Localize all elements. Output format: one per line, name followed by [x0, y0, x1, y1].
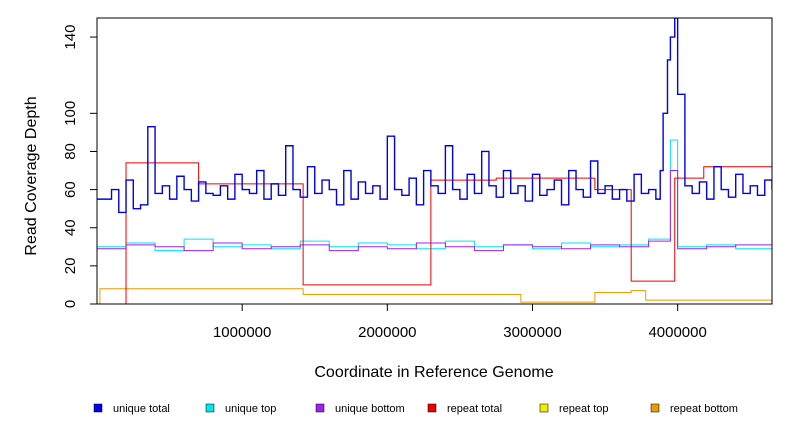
legend-swatch-repeat-top	[539, 403, 549, 413]
y-tick-label: 40	[62, 219, 79, 236]
y-tick-label: 0	[62, 300, 79, 308]
series-line-repeat-bottom	[97, 288, 772, 304]
y-tick-label: 60	[62, 181, 79, 198]
legend-swatch-unique-bottom	[315, 403, 325, 413]
legend-label: repeat total	[447, 403, 502, 415]
legend-label: unique top	[225, 403, 276, 415]
series-line-unique-bottom	[97, 170, 772, 252]
series-line-repeat-total	[97, 162, 772, 304]
series-layer	[97, 18, 772, 304]
series-line-unique-total	[97, 18, 772, 214]
legend-label: repeat top	[559, 403, 609, 415]
x-tick-label: 1000000	[213, 324, 271, 341]
legend-label: unique total	[113, 403, 170, 415]
y-tick-label: 140	[62, 25, 79, 50]
y-tick-label: 80	[62, 143, 79, 160]
x-tick-label: 4000000	[648, 324, 706, 341]
legend-swatch-unique-total	[93, 403, 103, 413]
legend: unique total unique top unique bottom repea…	[93, 403, 738, 415]
legend-swatch-unique-top	[205, 403, 215, 413]
legend-swatch-repeat-total	[427, 403, 437, 413]
x-tick-label: 3000000	[503, 324, 561, 341]
y-tick-label: 100	[62, 101, 79, 126]
legend-label: repeat bottom	[670, 403, 738, 415]
plot-frame	[96, 17, 773, 305]
x-axis: 1000000 2000000 3000000 4000000	[213, 304, 707, 341]
y-tick-label: 20	[62, 258, 79, 275]
legend-swatch-repeat-bottom	[650, 403, 660, 413]
x-tick-label: 2000000	[358, 324, 416, 341]
legend-label: unique bottom	[335, 403, 405, 415]
x-axis-title: Coordinate in Reference Genome	[314, 364, 553, 381]
y-axis: 0 20 40 60 80 100 140	[62, 25, 97, 308]
y-axis-title: Read Coverage Depth	[23, 96, 40, 255]
